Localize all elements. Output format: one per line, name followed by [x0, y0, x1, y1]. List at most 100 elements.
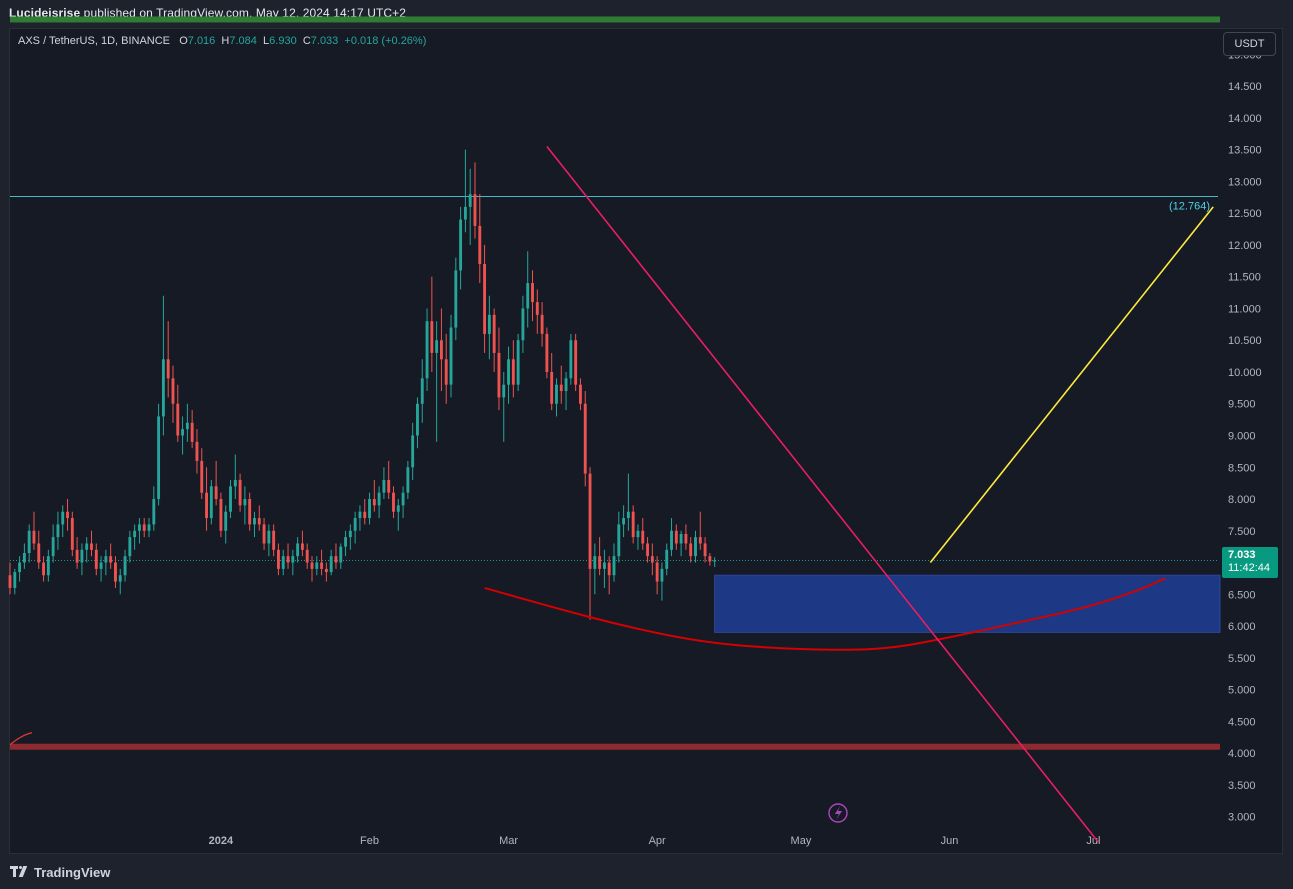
- y-tick-label: 9.500: [1228, 399, 1256, 411]
- y-tick-label: 3.000: [1228, 812, 1256, 824]
- support-hook-drawing[interactable]: [9, 732, 33, 746]
- candle-body: [137, 524, 141, 531]
- candle-body: [650, 556, 654, 563]
- candle-body: [660, 568, 664, 582]
- candle-body: [439, 340, 443, 360]
- candle-body: [435, 340, 439, 353]
- candle-body: [334, 556, 338, 563]
- projection-line[interactable]: [929, 206, 1214, 564]
- candle-body: [257, 518, 261, 525]
- tradingview-footer[interactable]: TradingView: [10, 862, 110, 882]
- candle-body: [27, 530, 31, 554]
- candle-body: [56, 524, 60, 538]
- candle-body: [593, 556, 597, 569]
- y-tick-label: 13.000: [1228, 176, 1262, 188]
- candle-body: [363, 511, 367, 519]
- x-tick-label: Jul: [1086, 835, 1100, 847]
- event-lightning-icon[interactable]: [828, 803, 848, 823]
- support-band[interactable]: [10, 743, 1220, 750]
- y-tick-label: 8.500: [1228, 462, 1256, 474]
- demand-zone[interactable]: [714, 574, 1221, 633]
- candle-body: [492, 314, 496, 353]
- last-price: 7.033: [1228, 549, 1256, 561]
- symbol-pair[interactable]: AXS / TetherUS, 1D, BINANCE: [18, 35, 171, 47]
- candle-body: [449, 327, 453, 385]
- y-tick-label: 5.500: [1228, 653, 1256, 665]
- candle-body: [353, 518, 357, 531]
- candle-body: [636, 530, 640, 538]
- candle-body: [631, 511, 635, 538]
- candle-body: [684, 533, 688, 544]
- candle-body: [531, 283, 534, 303]
- candle-body: [310, 562, 314, 569]
- candle-body: [516, 340, 520, 385]
- candle-body: [109, 556, 113, 563]
- candle-body: [243, 499, 247, 506]
- y-tick-label: 5.000: [1228, 685, 1256, 697]
- currency-button[interactable]: USDT: [1223, 32, 1276, 56]
- x-tick-label: Mar: [499, 835, 518, 847]
- candle-body: [545, 333, 549, 372]
- candle-body: [75, 549, 79, 563]
- candle-body: [46, 556, 50, 576]
- candle-body: [214, 486, 218, 500]
- y-tick-label: 13.500: [1228, 145, 1262, 157]
- candle-body: [267, 530, 271, 544]
- rounding-bottom-curve[interactable]: [484, 577, 1166, 651]
- candle-body: [368, 499, 371, 519]
- open-label: O: [179, 35, 188, 47]
- y-tick-label: 12.000: [1228, 240, 1262, 252]
- y-tick-label: 4.000: [1228, 748, 1256, 760]
- candle-body: [128, 537, 132, 557]
- candle-body: [454, 270, 458, 328]
- candle-body: [320, 562, 324, 569]
- candle-body: [296, 543, 300, 557]
- candle-body: [37, 543, 41, 563]
- candle-body: [324, 568, 328, 573]
- candle-body: [425, 321, 429, 379]
- candle-body: [277, 549, 280, 569]
- candle-body: [248, 499, 252, 525]
- candle-body: [511, 359, 515, 385]
- candle-body: [689, 543, 693, 557]
- candle-body: [612, 556, 616, 576]
- y-tick-label: 3.500: [1228, 780, 1256, 792]
- x-tick-label: Jun: [941, 835, 959, 847]
- candle-body: [487, 314, 491, 334]
- candle-body: [674, 530, 678, 544]
- horizontal-level-label: (12.764): [1169, 200, 1210, 212]
- candle-body: [372, 499, 376, 506]
- candle-body: [646, 543, 649, 557]
- candle-body: [622, 518, 626, 525]
- candle-body: [300, 543, 304, 550]
- candle-body: [61, 511, 65, 525]
- candle-body: [229, 486, 232, 512]
- candle-body: [13, 572, 17, 588]
- y-tick-label: 4.500: [1228, 716, 1256, 728]
- open-value: 7.016: [187, 35, 216, 47]
- candle-body: [703, 543, 707, 557]
- candle-body: [305, 549, 309, 563]
- candle-body: [708, 556, 712, 562]
- candle-body: [22, 553, 26, 563]
- lightning-glyph-icon: [835, 806, 842, 820]
- candle-body: [540, 314, 544, 334]
- candle-body: [535, 302, 539, 315]
- candle-body: [118, 575, 122, 582]
- y-tick-label: 9.000: [1228, 431, 1256, 443]
- candle-body: [66, 511, 69, 519]
- candle-body: [80, 549, 84, 563]
- candle-body: [185, 422, 189, 430]
- candle-body: [157, 416, 161, 500]
- descending-trendline[interactable]: [546, 146, 1099, 843]
- resistance-band[interactable]: [10, 16, 1220, 23]
- candle-body: [411, 435, 415, 468]
- chart-pane[interactable]: [9, 28, 1283, 854]
- candle-body: [698, 537, 702, 544]
- candle-body: [161, 359, 165, 417]
- y-tick-label: 10.500: [1228, 335, 1262, 347]
- candle-body: [694, 537, 697, 557]
- y-tick-label: 10.000: [1228, 367, 1262, 379]
- candle-body: [315, 562, 319, 569]
